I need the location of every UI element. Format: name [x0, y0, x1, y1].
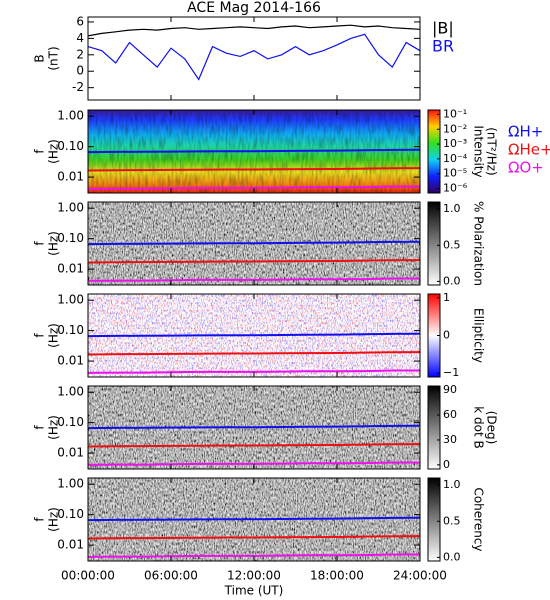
colorbar: [427, 201, 441, 286]
colorbar-tick-label: 0: [443, 329, 450, 342]
x-tick-label: 00:00:00: [61, 569, 115, 583]
chart-title: ACE Mag 2014-166: [187, 0, 321, 16]
line-series: [87, 33, 421, 81]
colorbar: [427, 477, 441, 562]
y-tick-label: 0.10: [57, 415, 84, 429]
colorbar-label: Coherency: [472, 487, 486, 551]
colorbar-tick-label: 60: [443, 408, 457, 421]
cyclotron-line: [87, 553, 420, 558]
colorbar-tick-label: 10⁻¹: [443, 107, 467, 120]
cyclotron-line: [87, 259, 421, 264]
colorbar-label: % Polarization: [472, 201, 486, 286]
colorbar-tick-label: 0.0: [443, 550, 461, 563]
x-tick-label: 24:00:00: [393, 569, 447, 583]
colorbar-tick-label: 10⁻⁴: [443, 152, 468, 165]
y-axis-label: f: [33, 425, 47, 430]
y-tick-label: 0.01: [57, 262, 84, 276]
y-axis-label: (Hz): [47, 323, 61, 348]
y-tick-label: 1.00: [57, 201, 84, 215]
x-tick-label: 18:00:00: [310, 569, 364, 583]
colorbar: [427, 109, 441, 194]
y-tick-label: 0.01: [57, 446, 84, 460]
cyclotron-line: [87, 461, 420, 466]
y-axis-label: (Hz): [47, 415, 61, 440]
y-tick-label: 0.01: [57, 538, 84, 552]
colorbar-label: Intensity: [472, 125, 486, 177]
cyclotron-line: [87, 443, 421, 448]
cyclotron-line: [87, 148, 421, 154]
y-tick-label: 1.00: [57, 293, 84, 307]
colorbar-label: (Deg): [485, 411, 499, 445]
cyclotron-line: [87, 351, 421, 356]
y-tick-label: -2: [72, 80, 84, 94]
legend-entry: ΩO+: [508, 159, 544, 177]
colorbar-tick-label: 1: [443, 291, 450, 304]
y-tick-label: 6: [76, 14, 84, 28]
y-axis-label: B: [33, 54, 47, 62]
colorbar-tick-label: 90: [443, 383, 457, 396]
y-tick-label: 1.00: [57, 109, 84, 123]
y-tick-label: 4: [76, 31, 84, 45]
colorbar-tick-label: 0.5: [443, 238, 461, 251]
legend-entry: ΩH+: [508, 123, 543, 141]
cyclotron-line: [87, 516, 421, 522]
cyclotron-line: [87, 535, 421, 540]
y-tick-label: 1.00: [57, 477, 84, 491]
y-axis-label: (Hz): [47, 231, 61, 256]
cyclotron-line: [87, 240, 421, 246]
cyclotron-line: [87, 332, 421, 338]
y-axis-label: f: [33, 517, 47, 522]
y-tick-label: 2: [76, 47, 84, 61]
legend-entry: |B|: [432, 19, 454, 38]
colorbar-tick-label: 0.5: [443, 514, 461, 527]
colorbar-tick-label: 10⁻⁶: [443, 182, 468, 195]
y-tick-label: 1.00: [57, 385, 84, 399]
legend-entry: BR: [432, 37, 454, 56]
y-axis-label: (Hz): [47, 507, 61, 532]
y-tick-label: 0.10: [57, 323, 84, 337]
cyclotron-line: [87, 277, 420, 282]
y-tick-label: 0.10: [57, 231, 84, 245]
colorbar: [427, 385, 441, 470]
y-axis-label: (Hz): [47, 139, 61, 164]
cyclotron-line: [87, 167, 421, 172]
colorbar-tick-label: 1.0: [443, 478, 461, 491]
y-tick-label: 0.10: [57, 139, 84, 153]
colorbar-tick-label: 1.0: [443, 202, 461, 215]
y-tick-label: 0: [76, 64, 84, 78]
colorbar-tick-label: 10⁻⁵: [443, 167, 467, 180]
colorbar-label: Ellipticity: [472, 308, 486, 363]
y-axis-label: f: [33, 149, 47, 154]
x-axis-label: Time (UT): [224, 584, 284, 598]
colorbar-tick-label: 10⁻³: [443, 137, 467, 150]
y-tick-label: 0.01: [57, 170, 84, 184]
y-axis-label: (nT): [47, 46, 61, 70]
colorbar-label: k dot B: [472, 406, 486, 448]
cyclotron-line: [87, 369, 420, 374]
line-series: [87, 24, 421, 37]
colorbar-label: (nT²/Hz): [485, 127, 499, 175]
legend-entry: ΩHe+: [508, 141, 550, 159]
colorbar-tick-label: 0.0: [443, 274, 461, 287]
x-tick-label: 12:00:00: [227, 569, 281, 583]
y-axis-label: f: [33, 333, 47, 338]
colorbar-tick-label: 30: [443, 433, 457, 446]
colorbar-tick-label: 0: [443, 458, 450, 471]
colorbar-tick-label: 10⁻²: [443, 122, 467, 135]
y-tick-label: 0.10: [57, 507, 84, 521]
cyclotron-line: [87, 424, 421, 430]
cyclotron-line: [87, 185, 420, 190]
colorbar-tick-label: −1: [443, 366, 459, 379]
x-tick-label: 06:00:00: [144, 569, 198, 583]
y-axis-label: f: [33, 241, 47, 246]
y-tick-label: 0.01: [57, 354, 84, 368]
